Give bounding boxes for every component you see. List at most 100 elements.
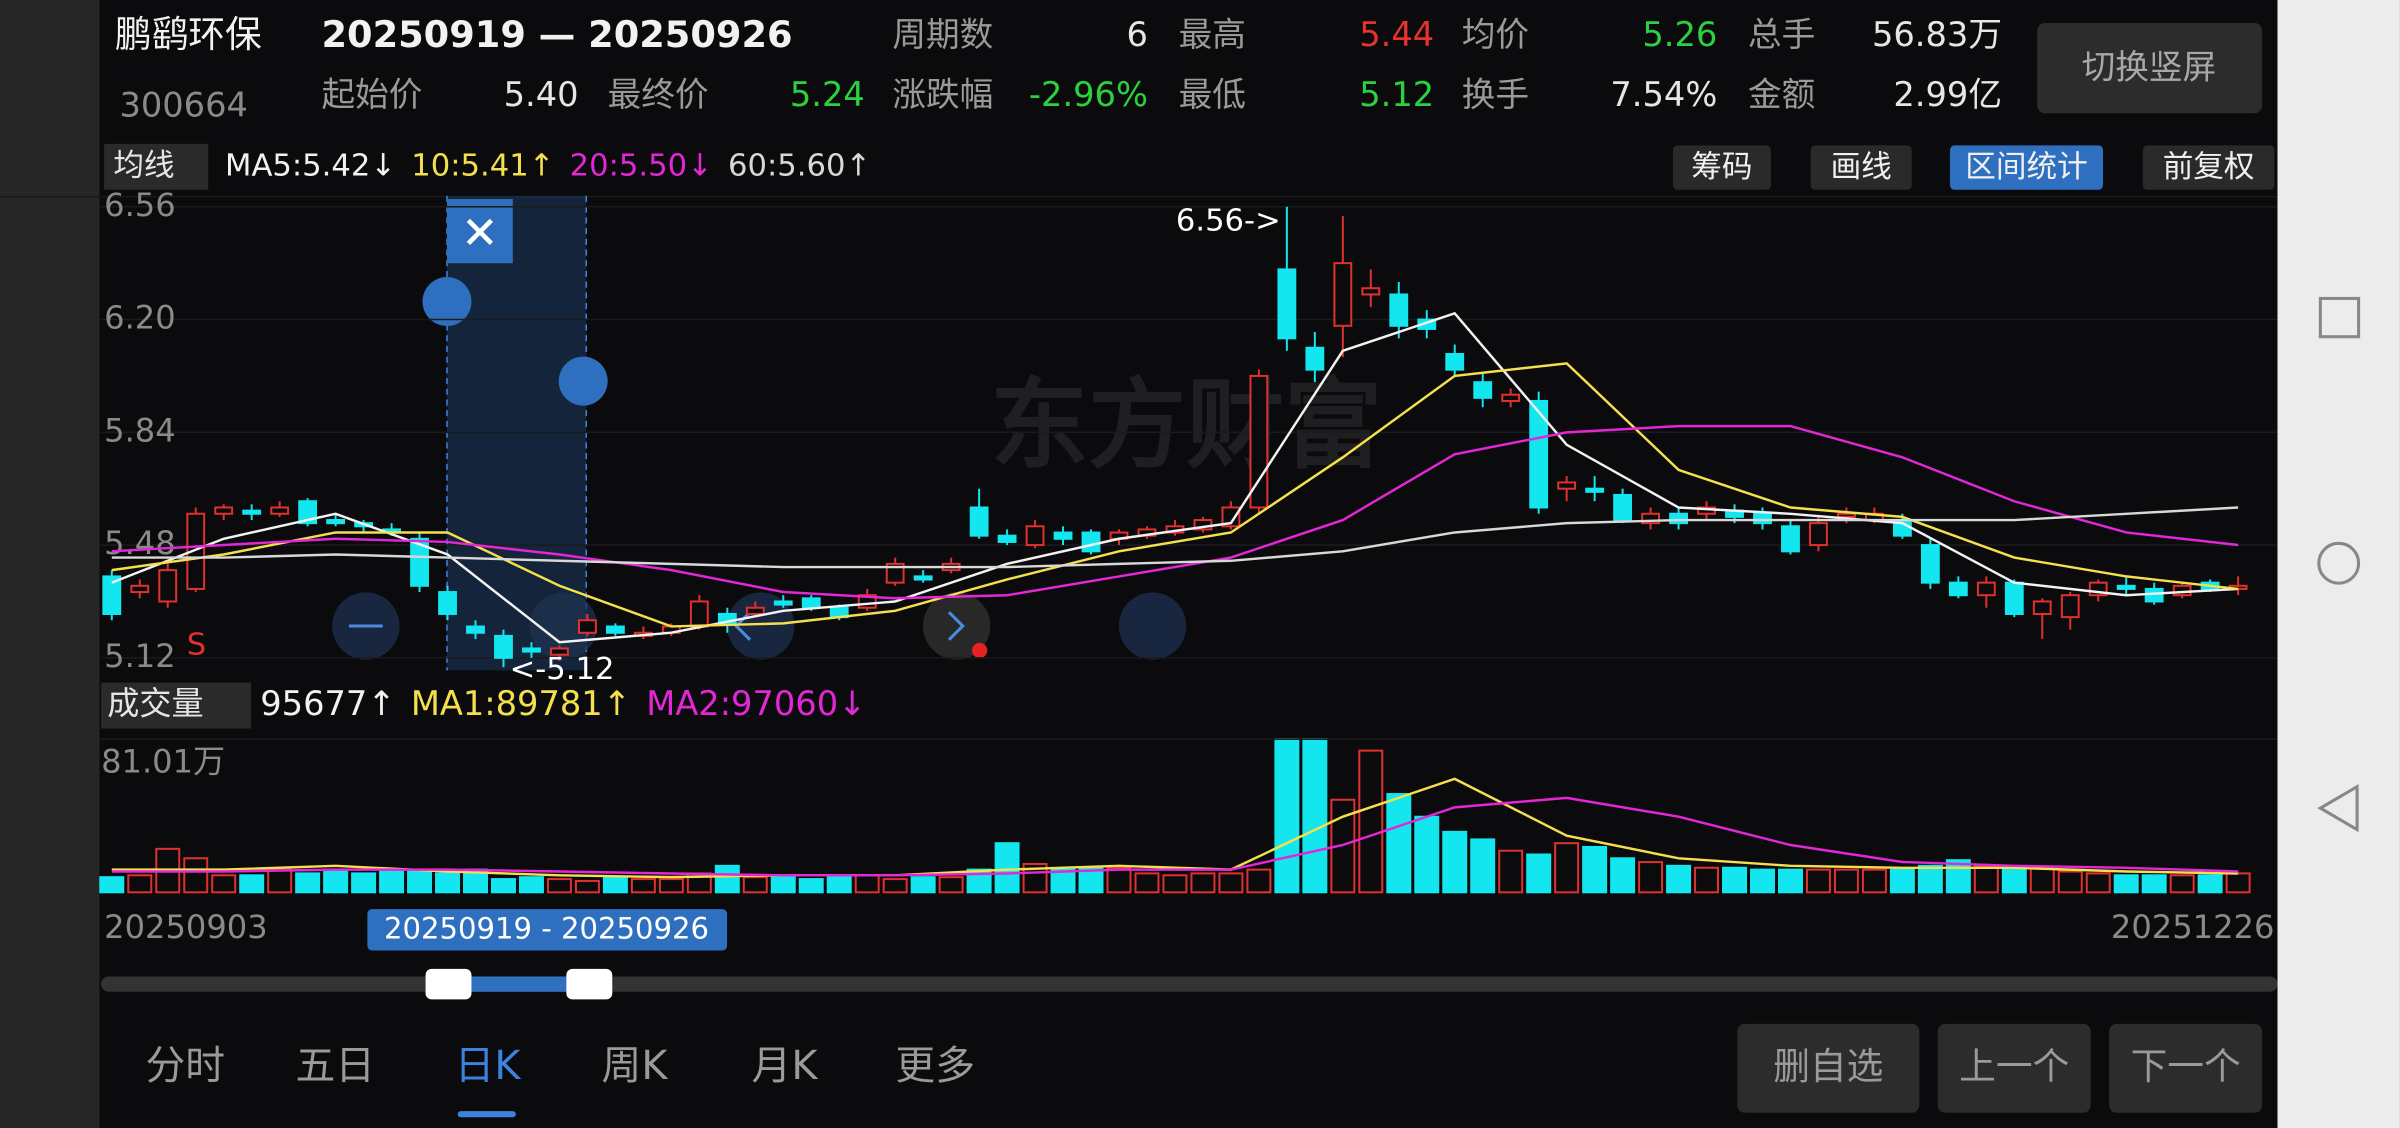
tab[interactable]: 日K — [455, 1043, 522, 1089]
scroll-handle[interactable] — [566, 968, 613, 1000]
divider — [0, 195, 2278, 198]
volume-bar — [239, 874, 265, 894]
volume-bar — [1498, 849, 1524, 894]
candle-body — [745, 606, 765, 615]
volume-tick-label: 81.01万 — [101, 743, 225, 781]
scroll-track[interactable] — [101, 976, 2278, 992]
volume-bar — [630, 878, 656, 894]
candle-body — [1669, 512, 1688, 525]
candle-body — [1976, 581, 1996, 597]
scroll-handle[interactable] — [425, 968, 472, 1000]
candle-body — [1501, 393, 1521, 402]
volume-bar — [658, 878, 684, 894]
volume-bar — [1833, 868, 1859, 894]
candle-body — [1557, 481, 1577, 490]
volume-bar — [1805, 868, 1831, 894]
stock-name: 鹏鹞环保 — [115, 13, 262, 56]
y-tick-label: 5.84 — [104, 411, 176, 449]
y-tick-label: 5.48 — [104, 524, 176, 562]
tool-button[interactable] — [1949, 145, 2104, 190]
tab[interactable]: 月K — [752, 1043, 819, 1089]
back-button[interactable] — [2317, 784, 2359, 833]
volume-bar — [1666, 864, 1692, 894]
volume-bar — [2169, 874, 2195, 894]
volume-bar — [99, 876, 125, 894]
volume-bar — [546, 878, 572, 894]
volume-bar — [2057, 870, 2083, 894]
move-right[interactable] — [922, 592, 991, 660]
volume-bar — [1442, 830, 1468, 894]
candle-body — [1221, 506, 1241, 528]
alert-dot — [971, 642, 988, 659]
ma-line — [111, 506, 2239, 569]
stat-label: 金额 — [1748, 75, 1815, 114]
volume-bar — [2225, 872, 2251, 894]
action-button[interactable] — [2109, 1023, 2263, 1113]
candle-body — [1753, 512, 1772, 525]
handle-left[interactable] — [422, 277, 472, 327]
end-date: 20251226 — [2111, 908, 2275, 946]
volume-bar — [518, 876, 544, 894]
nav-bar — [2277, 0, 2400, 1128]
volume-bar — [1218, 872, 1244, 894]
home-button[interactable] — [2317, 541, 2361, 585]
candle-body — [801, 597, 821, 609]
candle-body — [1809, 522, 1828, 547]
candle-body — [578, 619, 597, 634]
tab[interactable]: 五日 — [295, 1043, 375, 1089]
selection-badge — [367, 909, 728, 951]
action-label: 下一个 — [2131, 1045, 2241, 1088]
tab[interactable]: 更多 — [895, 1043, 975, 1089]
volume-bar — [1414, 815, 1440, 894]
low-annotation: <-5.12 — [510, 652, 615, 687]
prev-control[interactable] — [529, 592, 597, 660]
volume-bar — [602, 876, 628, 894]
reset-zoom[interactable] — [1118, 592, 1187, 660]
y-tick-label: 6.56 — [104, 186, 176, 224]
handle-right[interactable] — [558, 356, 608, 406]
volume-selector-label: 成交量 — [107, 685, 203, 723]
switch-button[interactable] — [2037, 22, 2263, 114]
tab[interactable]: 分时 — [145, 1043, 225, 1089]
legend-entry: MA1:89781↑ — [411, 684, 631, 723]
ma-selector[interactable] — [104, 143, 209, 190]
volume-bar — [1274, 738, 1300, 894]
action-button[interactable] — [1937, 1023, 2091, 1113]
volume-bar — [1358, 749, 1384, 894]
candle-body — [1837, 512, 1856, 518]
stat-label: 均价 — [1462, 15, 1529, 54]
volume-bar — [1134, 872, 1160, 894]
volume-selector[interactable] — [101, 682, 252, 729]
start-date: 20250903 — [104, 908, 268, 946]
volume-bar — [714, 864, 740, 894]
action-button[interactable] — [1737, 1023, 1920, 1113]
candle-body — [102, 575, 122, 615]
stat-label: 最低 — [1179, 75, 1246, 114]
volume-bar — [211, 874, 237, 894]
ma-line — [111, 311, 2239, 644]
stat-label: 最终价 — [608, 75, 709, 114]
left-edge — [0, 0, 100, 1128]
volume-bar — [910, 876, 936, 894]
tool-button[interactable] — [1810, 145, 1912, 190]
candle-body — [1025, 525, 1045, 547]
candle-body — [410, 537, 429, 587]
ma-selector-label: 均线 — [113, 148, 174, 183]
tab-underline — [457, 1111, 516, 1118]
volume-bar — [1526, 853, 1552, 894]
volume-bar — [1106, 866, 1132, 894]
candle-body — [1781, 525, 1800, 553]
stat-value: 5.12 — [1359, 75, 1434, 114]
volume-bar — [1582, 845, 1608, 894]
tool-button[interactable] — [2142, 145, 2275, 190]
tool-button-label: 画线 — [1831, 150, 1892, 185]
tool-button[interactable] — [1672, 145, 1771, 190]
stat-value: 5.24 — [790, 75, 865, 114]
volume-bar — [1778, 868, 1803, 894]
candle-body — [1920, 544, 1940, 584]
watermark: 东方财富 — [990, 368, 1382, 482]
recent-button[interactable] — [2318, 296, 2361, 339]
tab[interactable]: 周K — [602, 1043, 669, 1089]
move-left[interactable] — [727, 592, 795, 660]
